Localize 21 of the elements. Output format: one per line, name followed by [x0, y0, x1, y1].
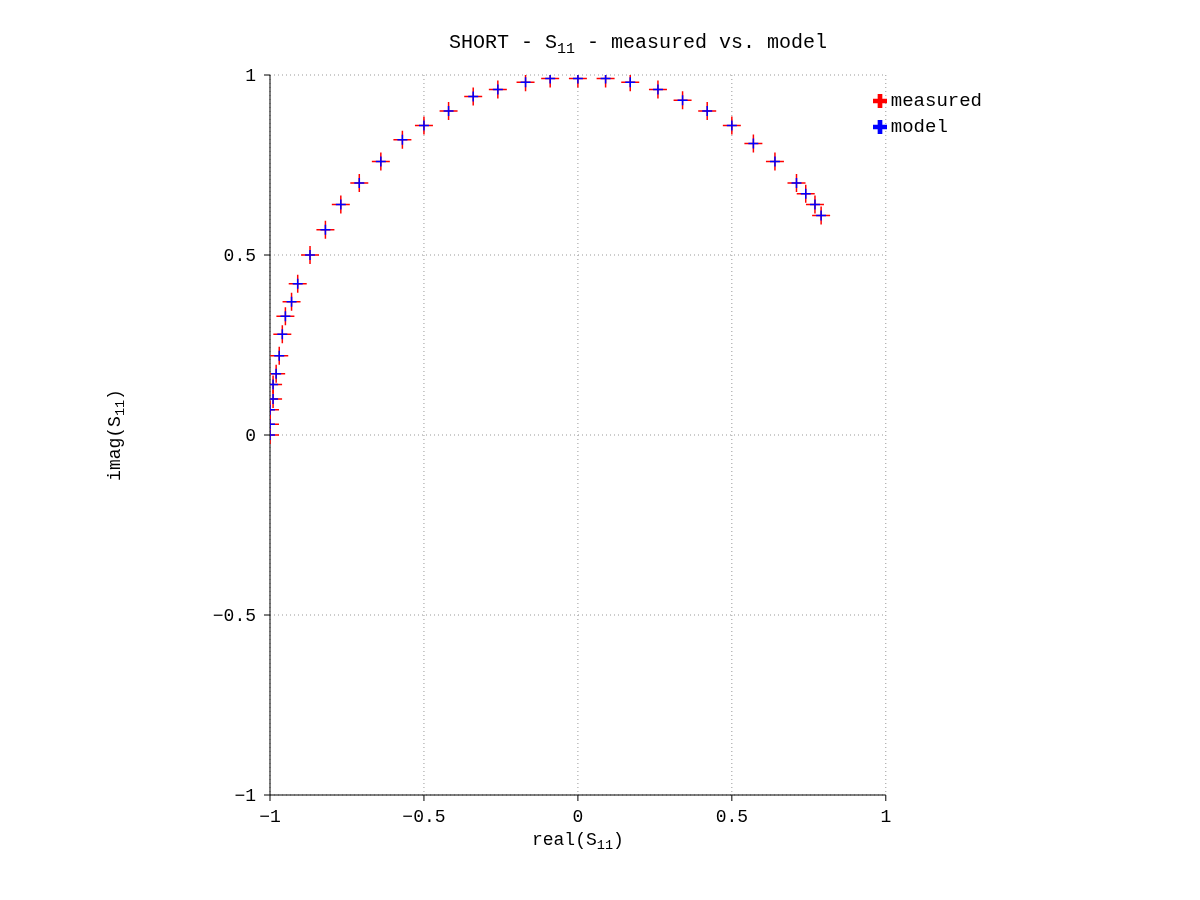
y-tick-label: −1	[234, 786, 256, 807]
point	[273, 350, 285, 362]
point	[624, 76, 636, 88]
y-tick-label: 1	[245, 66, 256, 87]
legend-label: measured	[890, 90, 982, 112]
point	[572, 75, 584, 85]
point	[544, 75, 556, 85]
chart-title: SHORT - S$_{11}$ - measured vs. model	[448, 31, 828, 58]
x-tick-label: −0.5	[402, 806, 446, 827]
x-tick-label: −1	[259, 806, 281, 827]
point	[599, 75, 612, 85]
point	[270, 368, 282, 380]
y-tick-label: −0.5	[212, 606, 256, 627]
x-tick-label: 0	[572, 806, 584, 827]
y-tick-label: 0.5	[223, 246, 256, 267]
y-tick-label: 0	[245, 426, 256, 447]
x-tick-label: 1	[880, 806, 892, 827]
x-tick-label: 0.5	[715, 806, 749, 827]
legend-label: model	[890, 116, 948, 138]
x-axis-title: real(S$_{11}$)	[531, 830, 624, 854]
point	[519, 76, 532, 88]
